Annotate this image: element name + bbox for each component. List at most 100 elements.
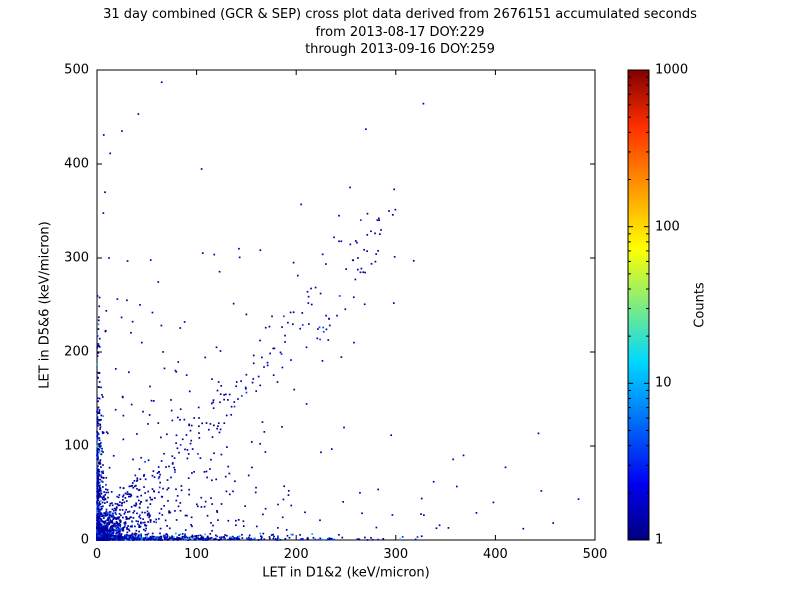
scatter-point [284,537,287,540]
scatter-point [101,470,104,473]
scatter-point [107,534,110,536]
scatter-point [97,465,100,467]
scatter-point [423,514,425,516]
scatter-point [190,439,193,442]
scatter-point [184,536,186,539]
scatter-point [336,314,338,317]
scatter-point [97,474,100,477]
scatter-point [96,449,99,452]
scatter-point [238,247,240,250]
scatter-point [117,526,119,528]
scatter-point [270,534,273,536]
scatter-point [98,525,100,528]
scatter-point [272,537,275,540]
scatter-point [123,536,126,539]
scatter-point [126,493,128,496]
scatter-point [292,261,295,264]
scatter-point [103,517,105,519]
scatter-point [156,472,159,474]
scatter-point [119,534,121,536]
scatter-point [137,523,139,525]
scatter-point [184,534,186,537]
scatter-point [223,394,225,396]
scatter-point [205,422,208,424]
scatter-point [181,538,184,541]
scatter-point [136,495,139,498]
scatter-point [98,503,101,506]
scatter-point [102,505,104,508]
scatter-point [266,361,269,364]
scatter-point [210,479,213,482]
scatter-point [116,503,119,505]
scatter-point [416,536,419,538]
scatter-point [310,303,313,306]
scatter-point [96,430,98,433]
scatter-point [96,532,99,534]
colorbar-label: Counts [692,282,708,328]
scatter-point [131,538,133,540]
scatter-point [97,518,100,521]
scatter-point [177,505,180,508]
scatter-point [128,485,131,488]
scatter-point [128,371,130,374]
scatter-point [98,386,100,389]
scatter-point [180,489,183,492]
scatter-point [103,533,106,535]
scatter-point [262,532,265,535]
scatter-point [314,538,317,541]
scatter-point [109,152,112,155]
scatter-point [378,233,381,236]
scatter-point [109,532,112,535]
scatter-point [111,524,114,527]
scatter-point [190,424,193,427]
scatter-point [122,438,125,441]
scatter-point [106,522,108,525]
scatter-point [338,214,340,217]
scatter-point [98,448,100,451]
scatter-point [115,529,117,532]
scatter-point [175,519,178,521]
scatter-point [117,516,119,519]
scatter-point [330,537,333,540]
scatter-point [225,490,228,493]
scatter-point [146,514,149,517]
scatter-point [108,522,110,525]
scatter-point [106,512,108,514]
scatter-point [245,391,248,394]
scatter-point [96,455,99,457]
scatter-point [207,428,210,431]
scatter-point [103,522,106,525]
scatter-point [189,429,192,432]
scatter-point [105,431,108,433]
scatter-point [193,417,196,419]
scatter-point [127,538,130,541]
scatter-point [212,524,214,527]
scatter-point [137,534,140,537]
scatter-point [160,81,163,84]
scatter-point [130,538,132,541]
scatter-point [144,478,147,481]
scatter-point [390,434,393,437]
scatter-point [116,532,118,535]
scatter-point [125,518,128,520]
scatter-point [137,520,140,523]
scatter-point [166,488,169,491]
scatter-point [99,503,102,505]
scatter-point [97,443,100,445]
scatter-point [200,496,203,499]
scatter-point [244,386,247,389]
scatter-point [245,313,248,316]
scatter-point [197,406,200,409]
scatter-point [102,495,105,498]
scatter-point [143,486,145,488]
scatter-point [122,414,125,417]
scatter-point [140,341,143,344]
scatter-point [148,414,151,416]
scatter-point [98,337,101,340]
scatter-point [340,356,343,358]
scatter-point [98,470,101,473]
scatter-point [146,510,149,513]
scatter-point [114,509,117,512]
scatter-point [137,499,140,502]
scatter-point [153,490,155,492]
